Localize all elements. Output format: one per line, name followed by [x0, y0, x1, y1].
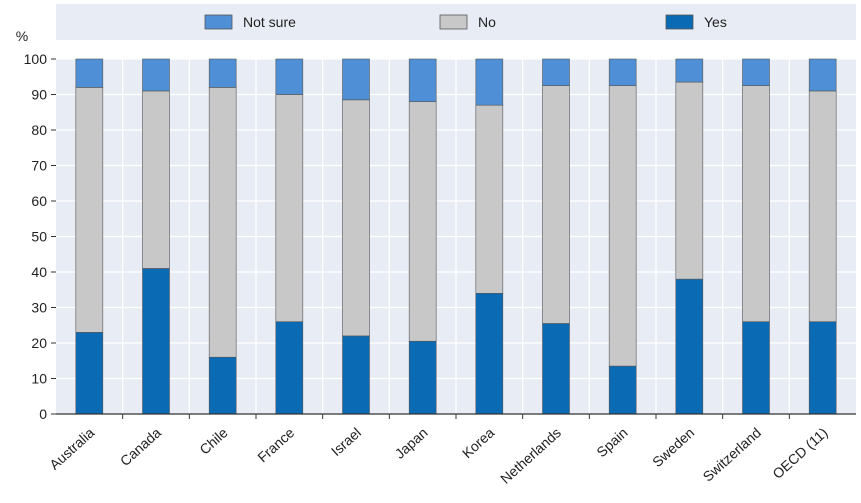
- legend-swatch-yes: [665, 14, 694, 30]
- bar-not-sure-korea: [475, 58, 504, 106]
- bar-yes-canada: [142, 268, 170, 415]
- bar-yes-japan: [408, 340, 437, 415]
- axes: [51, 58, 856, 419]
- bar-yes-israel: [342, 335, 370, 415]
- bar-not-sure-france: [275, 58, 304, 95]
- y-tick-label: 70: [31, 158, 47, 174]
- bar-not-sure-japan: [408, 58, 437, 102]
- y-tick-label: 50: [31, 229, 47, 245]
- bar-not-sure-israel: [342, 58, 370, 101]
- bar-no-australia: [75, 87, 104, 333]
- gridlines: [56, 58, 856, 414]
- bar-yes-switzerland: [742, 321, 770, 415]
- bar-not-sure-switzerland: [742, 58, 770, 86]
- y-tick-label: 90: [31, 87, 47, 103]
- bar-not-sure-sweden: [675, 58, 704, 83]
- y-tick-label: 20: [31, 335, 47, 351]
- bar-yes-netherlands: [542, 323, 570, 415]
- bar-no-korea: [475, 104, 504, 294]
- legend-label-yes: Yes: [704, 14, 727, 30]
- bar-not-sure-australia: [75, 58, 104, 88]
- bar-not-sure-canada: [142, 58, 170, 92]
- legend: Not sure No Yes: [204, 14, 727, 30]
- bars: [75, 58, 837, 415]
- legend-label-no: No: [478, 14, 496, 30]
- y-tick-label: 100: [24, 51, 48, 67]
- bar-yes-korea: [475, 292, 504, 415]
- bar-no-chile: [208, 87, 237, 358]
- y-tick-label: 30: [31, 300, 47, 316]
- bar-yes-sweden: [675, 278, 704, 415]
- bar-yes-oecd-11-: [808, 321, 837, 415]
- bar-not-sure-oecd-11-: [808, 58, 837, 92]
- bar-not-sure-netherlands: [542, 58, 570, 86]
- bar-no-france: [275, 94, 304, 322]
- bar-yes-spain: [608, 365, 637, 415]
- y-tick-label: 0: [39, 406, 47, 422]
- bar-yes-chile: [208, 356, 237, 415]
- bar-yes-france: [275, 321, 304, 415]
- y-tick-label: 10: [31, 371, 47, 387]
- bar-no-spain: [608, 85, 637, 367]
- y-tick-labels: 0 10 20 30 40 50 60 70 80 90 100: [24, 51, 48, 422]
- y-tick-label: 80: [31, 122, 47, 138]
- y-axis-unit-label: %: [16, 28, 28, 44]
- legend-swatch-not-sure: [204, 14, 233, 30]
- bar-no-israel: [342, 99, 370, 337]
- bar-not-sure-chile: [208, 58, 237, 88]
- bar-no-switzerland: [742, 85, 770, 322]
- y-tick-label: 40: [31, 264, 47, 280]
- legend-swatch-no: [439, 14, 468, 30]
- bar-yes-australia: [75, 332, 104, 415]
- bar-no-netherlands: [542, 85, 570, 324]
- legend-label-not-sure: Not sure: [243, 14, 296, 30]
- bar-no-canada: [142, 90, 170, 269]
- bar-no-japan: [408, 101, 437, 342]
- bar-no-oecd-11-: [808, 90, 837, 322]
- bar-not-sure-spain: [608, 58, 637, 86]
- bar-no-sweden: [675, 81, 704, 280]
- y-tick-label: 60: [31, 193, 47, 209]
